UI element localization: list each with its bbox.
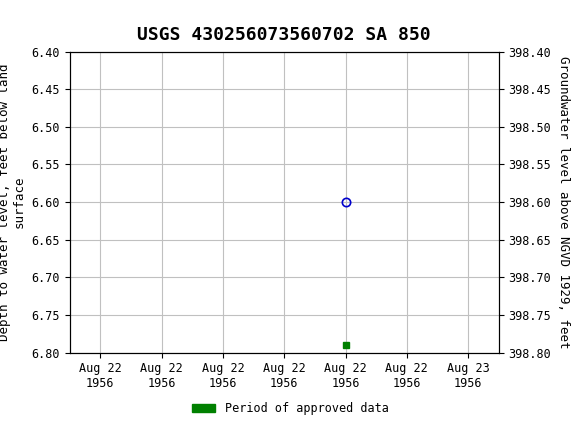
Text: ≋: ≋	[5, 10, 21, 29]
Text: ≡USGS: ≡USGS	[12, 9, 99, 29]
Y-axis label: Depth to water level, feet below land
surface: Depth to water level, feet below land su…	[0, 63, 26, 341]
Title: USGS 430256073560702 SA 850: USGS 430256073560702 SA 850	[137, 27, 431, 44]
Legend: Period of approved data: Period of approved data	[187, 397, 393, 420]
Y-axis label: Groundwater level above NGVD 1929, feet: Groundwater level above NGVD 1929, feet	[557, 56, 570, 348]
